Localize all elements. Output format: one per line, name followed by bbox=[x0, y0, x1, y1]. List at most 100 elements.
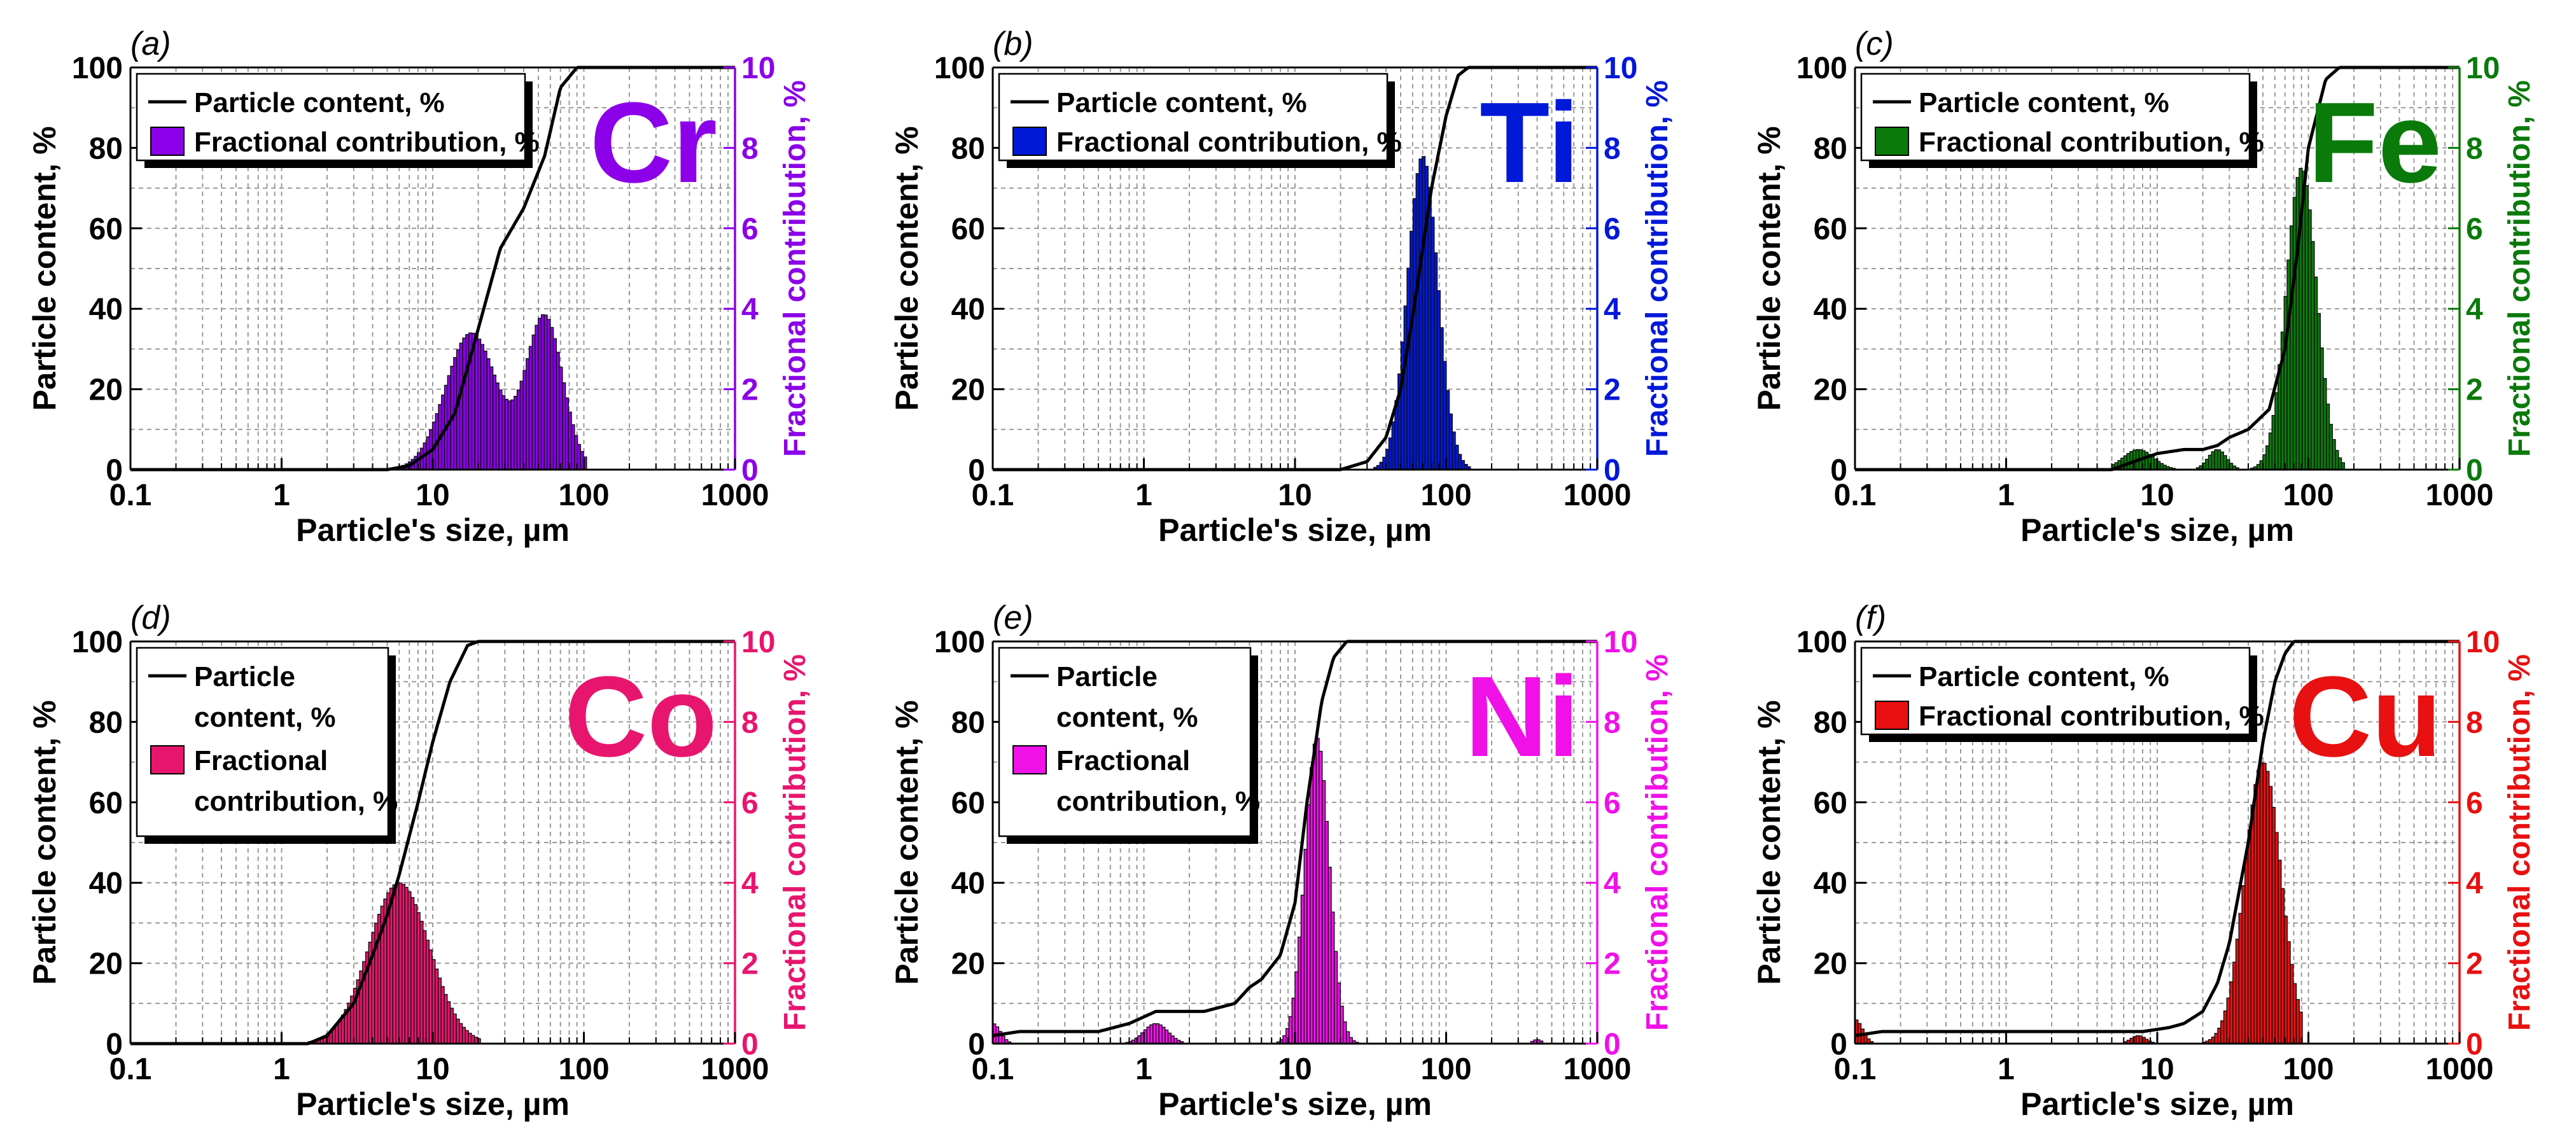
bar bbox=[423, 930, 427, 1044]
bar bbox=[528, 346, 533, 470]
bar bbox=[474, 335, 479, 470]
bar bbox=[1412, 198, 1417, 470]
bar bbox=[550, 326, 554, 470]
bar bbox=[2314, 276, 2318, 470]
bar bbox=[564, 397, 570, 470]
bar bbox=[514, 395, 518, 470]
bar bbox=[2295, 998, 2300, 1044]
bar bbox=[1298, 936, 1302, 1044]
panel-label: (e) bbox=[993, 599, 1033, 636]
bar bbox=[516, 389, 521, 470]
bar bbox=[2145, 451, 2149, 470]
x-tick-label: 10 bbox=[416, 479, 449, 512]
bar bbox=[459, 342, 463, 470]
x-tick-label: 1000 bbox=[1564, 479, 1632, 512]
y2-tick-label: 8 bbox=[741, 706, 759, 739]
bar bbox=[2257, 769, 2261, 1044]
x-tick-label: 10 bbox=[1278, 1053, 1312, 1086]
bar bbox=[568, 411, 572, 470]
bar bbox=[1155, 1023, 1159, 1044]
y2-tick-label: 10 bbox=[741, 52, 775, 85]
legend-box bbox=[1860, 73, 2251, 162]
element-label: Ni bbox=[1465, 653, 1579, 781]
bar bbox=[2328, 424, 2333, 470]
bar bbox=[1379, 461, 1383, 470]
y-tick-label: 20 bbox=[89, 374, 123, 407]
bar bbox=[2217, 449, 2222, 470]
bar bbox=[1310, 767, 1314, 1044]
bar bbox=[1312, 743, 1317, 1044]
x-axis-label: Particle's size, µm bbox=[1158, 512, 1432, 548]
x-axis-label: Particle's size, µm bbox=[1158, 1086, 1432, 1122]
bar bbox=[2320, 347, 2324, 470]
element-label: Ti bbox=[1480, 79, 1579, 207]
bar bbox=[2271, 806, 2276, 1044]
bar bbox=[2229, 463, 2234, 470]
bar bbox=[2274, 832, 2279, 1044]
bar bbox=[526, 358, 530, 470]
bar bbox=[1446, 389, 1450, 470]
bar bbox=[495, 382, 500, 470]
bar bbox=[1860, 1028, 1865, 1044]
bar bbox=[461, 1026, 466, 1044]
y-tick-label: 60 bbox=[89, 213, 123, 246]
bar bbox=[1152, 1023, 1157, 1044]
bar bbox=[462, 337, 466, 470]
legend-entry-fractional-contribution: contribution, % bbox=[194, 786, 398, 817]
y-tick-label: 0 bbox=[106, 454, 123, 487]
y-tick-label: 100 bbox=[1796, 52, 1847, 85]
bar bbox=[404, 886, 409, 1044]
y-tick-label: 80 bbox=[89, 706, 123, 739]
x-tick-label: 10 bbox=[2140, 1053, 2174, 1086]
y2-tick-label: 6 bbox=[1604, 213, 1621, 246]
bar bbox=[2274, 392, 2279, 470]
bar bbox=[2211, 451, 2215, 470]
bar bbox=[2293, 983, 2297, 1044]
y-tick-label: 80 bbox=[89, 132, 123, 165]
legend-bar-swatch bbox=[1875, 127, 1909, 156]
bar bbox=[2332, 439, 2336, 470]
y-tick-label: 40 bbox=[951, 867, 985, 900]
bar bbox=[1170, 1035, 1175, 1044]
x-tick-label: 0.1 bbox=[972, 1053, 1014, 1086]
y2-tick-label: 10 bbox=[741, 626, 775, 659]
panel-fe: 0.1 1 10 100 10000204060801000246810Particle… bbox=[1751, 25, 2537, 548]
bar bbox=[444, 994, 448, 1044]
bar bbox=[1388, 437, 1392, 470]
legend-entry-fractional-contribution: Fractional bbox=[1056, 745, 1190, 776]
legend: Particle content, % Fractional contributi… bbox=[1860, 647, 2264, 736]
bar bbox=[1436, 290, 1441, 470]
y2-axis-label: Fractional contribution, % bbox=[778, 80, 812, 457]
bar bbox=[1410, 230, 1414, 470]
bar bbox=[2290, 963, 2294, 1044]
bar bbox=[1315, 738, 1320, 1044]
bar bbox=[2136, 1035, 2140, 1044]
bar bbox=[1448, 413, 1453, 470]
bar bbox=[492, 374, 497, 470]
bar bbox=[452, 1013, 457, 1044]
element-label: Cr bbox=[590, 79, 717, 207]
legend-box bbox=[998, 73, 1389, 162]
bar bbox=[1863, 1034, 1868, 1044]
panel-label: (c) bbox=[1855, 25, 1894, 62]
bar bbox=[2268, 432, 2272, 470]
x-tick-label: 1000 bbox=[2426, 1053, 2494, 1086]
y2-tick-label: 2 bbox=[2466, 948, 2483, 981]
element-label: Fe bbox=[2308, 79, 2442, 207]
y-tick-label: 20 bbox=[1814, 948, 1847, 981]
legend-box bbox=[998, 647, 1252, 837]
bar bbox=[2205, 458, 2209, 470]
panel-cr: 0.1 1 10 100 10000204060801000246810Particle… bbox=[27, 25, 812, 548]
bar bbox=[552, 338, 557, 470]
y-tick-label: 0 bbox=[968, 1028, 985, 1061]
y-tick-label: 60 bbox=[951, 213, 985, 246]
y2-tick-label: 4 bbox=[1604, 867, 1621, 900]
legend-bar-swatch bbox=[1875, 701, 1909, 730]
bar bbox=[447, 1001, 451, 1044]
bar bbox=[2253, 784, 2258, 1044]
y2-tick-label: 6 bbox=[741, 787, 759, 820]
bars-fractional-contribution bbox=[307, 882, 481, 1044]
bar bbox=[413, 904, 418, 1044]
y2-axis-label: Fractional contribution, % bbox=[1641, 654, 1674, 1031]
bar bbox=[431, 959, 436, 1044]
